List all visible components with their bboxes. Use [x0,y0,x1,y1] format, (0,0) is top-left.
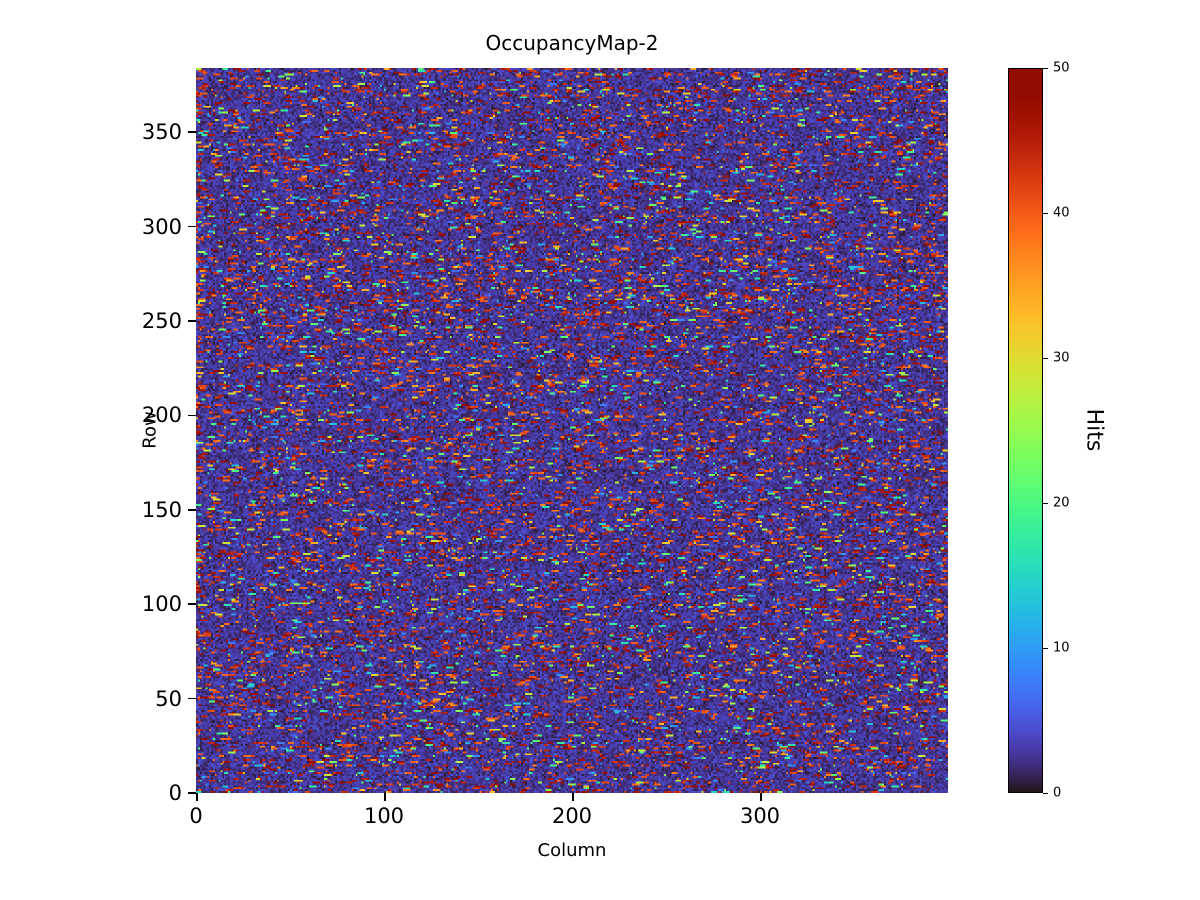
colorbar-tick-label: 20 [1053,495,1070,511]
colorbar-tick-label: 30 [1053,350,1070,366]
x-tick-mark [196,793,198,801]
colorbar-tick-label: 10 [1053,640,1070,656]
y-tick-mark [188,509,196,511]
x-tick-mark [572,793,574,801]
colorbar-tick-mark [1043,793,1048,794]
y-tick-label: 100 [141,592,182,617]
y-tick-label: 250 [141,308,182,333]
colorbar-tick-label: 40 [1053,205,1070,221]
heatmap-canvas [196,68,948,793]
x-tick-label: 0 [189,804,203,828]
y-tick-label: 300 [141,214,182,239]
y-tick-mark [188,697,196,700]
y-tick-mark [188,320,196,322]
y-tick-label: 350 [141,120,182,145]
y-tick-label: 0 [168,781,182,805]
colorbar-tick-mark [1043,648,1048,649]
y-tick-label: 200 [141,403,182,428]
colorbar-canvas [1009,69,1042,792]
x-tick-label: 100 [363,804,405,828]
chart-title: OccupancyMap-2 [485,31,659,55]
colorbar-tick-label: 50 [1053,60,1070,76]
y-tick-mark [188,414,196,417]
colorbar-label: Hits [1081,408,1107,452]
y-tick-mark [188,225,196,228]
y-tick-mark [188,603,196,605]
y-tick-label: 150 [141,497,182,522]
heatmap-plot [196,68,948,793]
x-tick-label: 200 [551,804,593,828]
y-tick-mark [188,792,196,794]
y-axis-label: Row [139,411,161,449]
colorbar-tick-mark [1043,68,1048,69]
y-tick-mark [188,131,196,133]
y-tick-label: 50 [155,686,182,711]
colorbar-tick-mark [1043,358,1048,359]
colorbar [1008,68,1043,793]
colorbar-tick-label: 0 [1053,785,1062,801]
x-tick-mark [384,793,386,801]
x-axis-label: Column [537,840,607,861]
colorbar-tick-mark [1043,213,1048,214]
colorbar-tick-mark [1043,503,1048,504]
x-tick-mark [760,793,762,801]
x-tick-label: 300 [739,804,781,828]
